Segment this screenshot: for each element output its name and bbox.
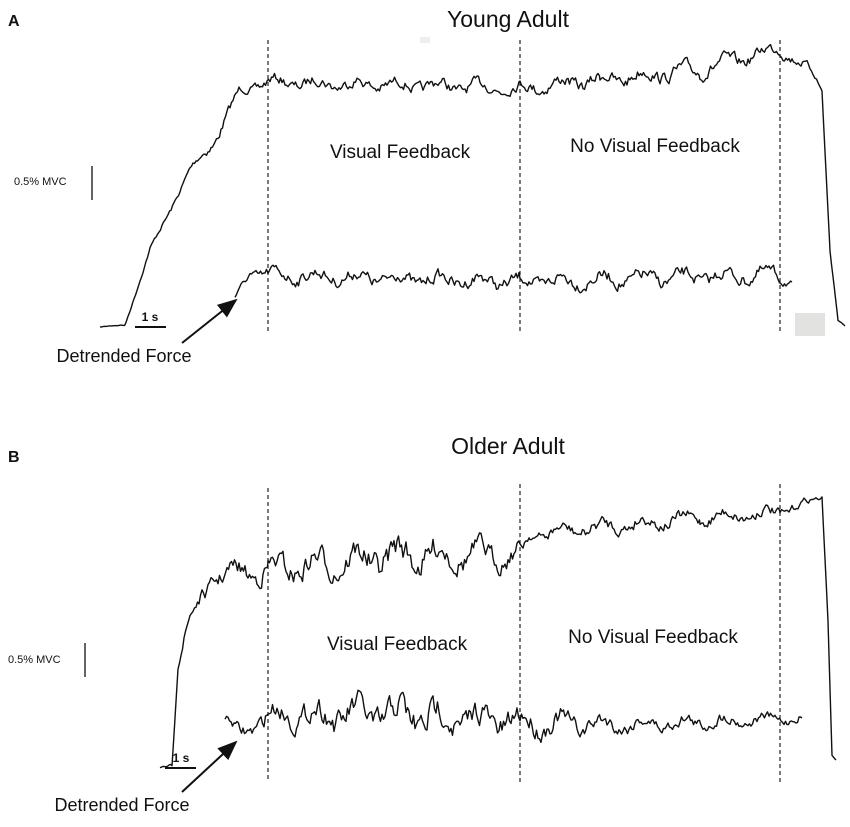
region-label: Visual Feedback [327, 634, 468, 655]
panel-title: Young Adult [447, 6, 570, 32]
annotation: Detrended Force [56, 346, 191, 366]
region-label: No Visual Feedback [570, 136, 740, 157]
region-label: No Visual Feedback [568, 627, 738, 648]
time-scale-label: 1 s [173, 751, 190, 765]
panel-label: B [8, 449, 20, 466]
panel-b: B Older Adult Visual Feedback No Visual … [8, 433, 837, 815]
force-scale-label: 0.5% MVC [8, 654, 61, 666]
region-label: Visual Feedback [330, 142, 471, 163]
force-trace [99, 43, 846, 328]
artifact [420, 37, 430, 43]
annotation: Detrended Force [54, 795, 189, 815]
panel-label: A [8, 13, 20, 30]
artifact [795, 313, 825, 336]
panel-a: A Young Adult Visual Feedback No Visual … [8, 6, 846, 366]
time-scale-label: 1 s [142, 310, 159, 324]
force-trace [224, 689, 803, 743]
force-trace [159, 496, 837, 769]
force-scale-label: 0.5% MVC [14, 176, 67, 188]
arrow [181, 740, 238, 793]
panel-title: Older Adult [451, 433, 565, 459]
arrow [181, 298, 238, 344]
force-trace [234, 264, 793, 298]
